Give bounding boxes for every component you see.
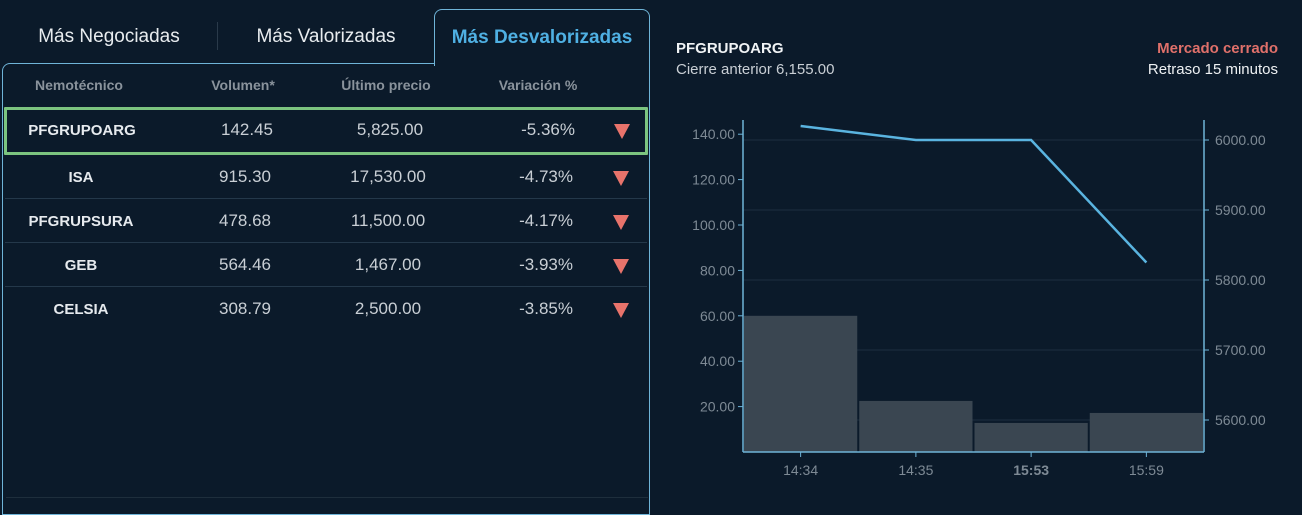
svg-text:5700.00: 5700.00	[1215, 342, 1266, 358]
row-price: 1,467.00	[354, 255, 422, 274]
row-volume: 478.68	[219, 211, 271, 230]
table-row[interactable]: CELSIA 308.79 2,500.00 -3.85%	[5, 287, 647, 330]
row-price: 17,530.00	[350, 167, 426, 186]
svg-text:15:59: 15:59	[1129, 462, 1164, 478]
previous-close: Cierre anterior 6,155.00	[676, 61, 835, 78]
row-change: -3.93%	[519, 255, 573, 274]
row-symbol: PFGRUPOARG	[28, 122, 136, 139]
volume-bar[interactable]	[744, 315, 858, 452]
row-change: -4.17%	[519, 211, 573, 230]
svg-text:60.00: 60.00	[700, 308, 735, 324]
down-arrow-icon	[614, 124, 630, 139]
volume-bar[interactable]	[859, 400, 973, 452]
svg-text:140.00: 140.00	[692, 126, 735, 142]
tab-divider	[217, 22, 218, 50]
row-symbol: ISA	[68, 169, 94, 186]
svg-text:80.00: 80.00	[700, 262, 735, 278]
table-row[interactable]: ISA 915.30 17,530.00 -4.73%	[5, 155, 647, 199]
row-change: -4.73%	[519, 167, 573, 186]
table-row[interactable]: GEB 564.46 1,467.00 -3.93%	[5, 243, 647, 287]
row-price: 2,500.00	[354, 299, 422, 318]
row-change: -5.36%	[521, 120, 575, 139]
table-footer-divider	[6, 497, 648, 498]
svg-text:40.00: 40.00	[700, 353, 735, 369]
row-volume: 308.79	[219, 299, 271, 318]
table-row[interactable]: PFGRUPSURA 478.68 11,500.00 -4.17%	[5, 199, 647, 243]
table-header: Nemotécnico Volumen* Último precio Varia…	[3, 64, 649, 108]
row-price: 5,825.00	[356, 120, 424, 139]
down-arrow-icon	[613, 303, 629, 318]
tab-mas-valorizadas[interactable]: Más Valorizadas	[256, 26, 396, 47]
row-symbol: PFGRUPSURA	[28, 213, 134, 230]
stocks-table-panel: Nemotécnico Volumen* Último precio Varia…	[2, 63, 650, 515]
row-price: 11,500.00	[350, 211, 426, 230]
x-axis-ticks: 14:34 14:35 15:53 15:59	[783, 452, 1164, 478]
svg-text:5900.00: 5900.00	[1215, 202, 1266, 218]
svg-text:120.00: 120.00	[692, 172, 735, 188]
column-header-last-price[interactable]: Último precio	[341, 77, 431, 93]
right-axis-ticks: 5600.00 5700.00 5800.00 5900.00 6000.00	[1204, 132, 1266, 428]
column-header-volume[interactable]: Volumen*	[211, 77, 275, 93]
tab-mas-negociadas[interactable]: Más Negociadas	[38, 26, 180, 47]
svg-text:20.00: 20.00	[700, 399, 735, 415]
row-symbol: CELSIA	[53, 301, 109, 318]
tab-mas-desvalorizadas[interactable]: Más Desvalorizadas	[434, 9, 650, 66]
delay-notice: Retraso 15 minutos	[1147, 61, 1278, 78]
down-arrow-icon	[613, 171, 629, 186]
volume-bars	[744, 315, 1203, 452]
svg-text:14:34: 14:34	[783, 462, 818, 478]
svg-text:6000.00: 6000.00	[1215, 132, 1266, 148]
row-volume: 142.45	[221, 120, 273, 139]
market-status-badge: Mercado cerrado	[1157, 40, 1278, 57]
row-volume: 915.30	[219, 167, 271, 186]
price-line	[800, 124, 1148, 264]
volume-bar[interactable]	[974, 422, 1088, 452]
column-header-change[interactable]: Variación %	[498, 77, 578, 93]
left-axis-ticks: 20.00 40.00 60.00 80.00 100.00 120.00 140.00	[692, 126, 743, 415]
row-change: -3.85%	[519, 299, 573, 318]
chart-symbol: PFGRUPOARG	[676, 40, 784, 57]
svg-text:100.00: 100.00	[692, 217, 735, 233]
down-arrow-icon	[613, 215, 629, 230]
row-symbol: GEB	[64, 257, 98, 274]
svg-text:5800.00: 5800.00	[1215, 272, 1266, 288]
column-header-symbol[interactable]: Nemotécnico	[35, 77, 123, 93]
down-arrow-icon	[613, 259, 629, 274]
price-volume-chart[interactable]: 20.00 40.00 60.00 80.00 100.00 120.00 140.00 5…	[660, 95, 1302, 495]
svg-text:15:53: 15:53	[1013, 462, 1049, 478]
volume-bar[interactable]	[1089, 412, 1203, 452]
tab-bar: Más Negociadas Más Valorizadas Más Desva…	[0, 0, 652, 66]
table-row[interactable]: PFGRUPOARG 142.45 5,825.00 -5.36%	[4, 107, 648, 155]
row-volume: 564.46	[219, 255, 271, 274]
svg-text:5600.00: 5600.00	[1215, 412, 1266, 428]
svg-text:14:35: 14:35	[898, 462, 933, 478]
